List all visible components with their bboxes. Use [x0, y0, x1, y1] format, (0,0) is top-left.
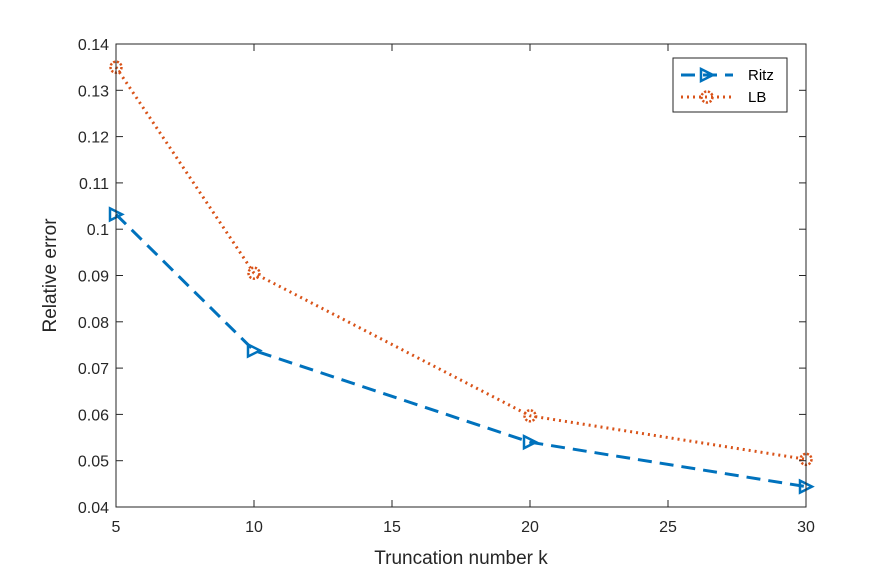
x-tick-label: 15 [383, 519, 401, 536]
x-tick-label: 25 [659, 519, 677, 536]
data-point-lb-2 [523, 409, 537, 423]
x-axis-title: Truncation number k [374, 548, 548, 569]
y-tick-label: 0.14 [78, 37, 109, 54]
legend-symbol-lb [700, 90, 714, 104]
y-tick-label: 0.09 [78, 269, 109, 286]
y-axis-title: Relative error [40, 218, 61, 333]
y-tick-label: 0.04 [78, 500, 109, 517]
y-tick-label: 0.06 [78, 407, 109, 424]
x-tick-label: 5 [112, 519, 121, 536]
x-tick-label: 10 [245, 519, 263, 536]
y-tick-label: 0.08 [78, 315, 109, 332]
legend-symbol-ritz [699, 66, 716, 84]
legend-label-ritz: Ritz [748, 67, 774, 84]
y-tick-label: 0.05 [78, 454, 109, 471]
tick-layer: 5 10 15 20 25 30 0.04 0.05 0.06 0.07 0.08 0.09 0.1 0.… [78, 37, 815, 536]
x-tick-label: 20 [521, 519, 539, 536]
legend: Ritz LB [672, 57, 788, 113]
x-tick-label: 30 [797, 519, 815, 536]
y-tick-label: 0.13 [78, 83, 109, 100]
series-line-ritz [114, 213, 807, 489]
y-tick-label: 0.1 [87, 222, 109, 239]
y-tick-label: 0.11 [79, 176, 109, 193]
legend-marker-lb [700, 90, 714, 104]
y-tick-label: 0.07 [78, 361, 109, 378]
data-point-ritz-2 [522, 434, 539, 451]
legend-marker-ritz [699, 66, 716, 84]
y-tick-label: 0.12 [78, 130, 109, 147]
plot-background [116, 44, 806, 507]
data-point-ritz-1 [246, 342, 263, 359]
legend-box [672, 57, 788, 113]
series-line-lb [114, 66, 807, 461]
data-point-lb-1 [247, 266, 261, 280]
legend-label-lb: LB [748, 89, 766, 106]
